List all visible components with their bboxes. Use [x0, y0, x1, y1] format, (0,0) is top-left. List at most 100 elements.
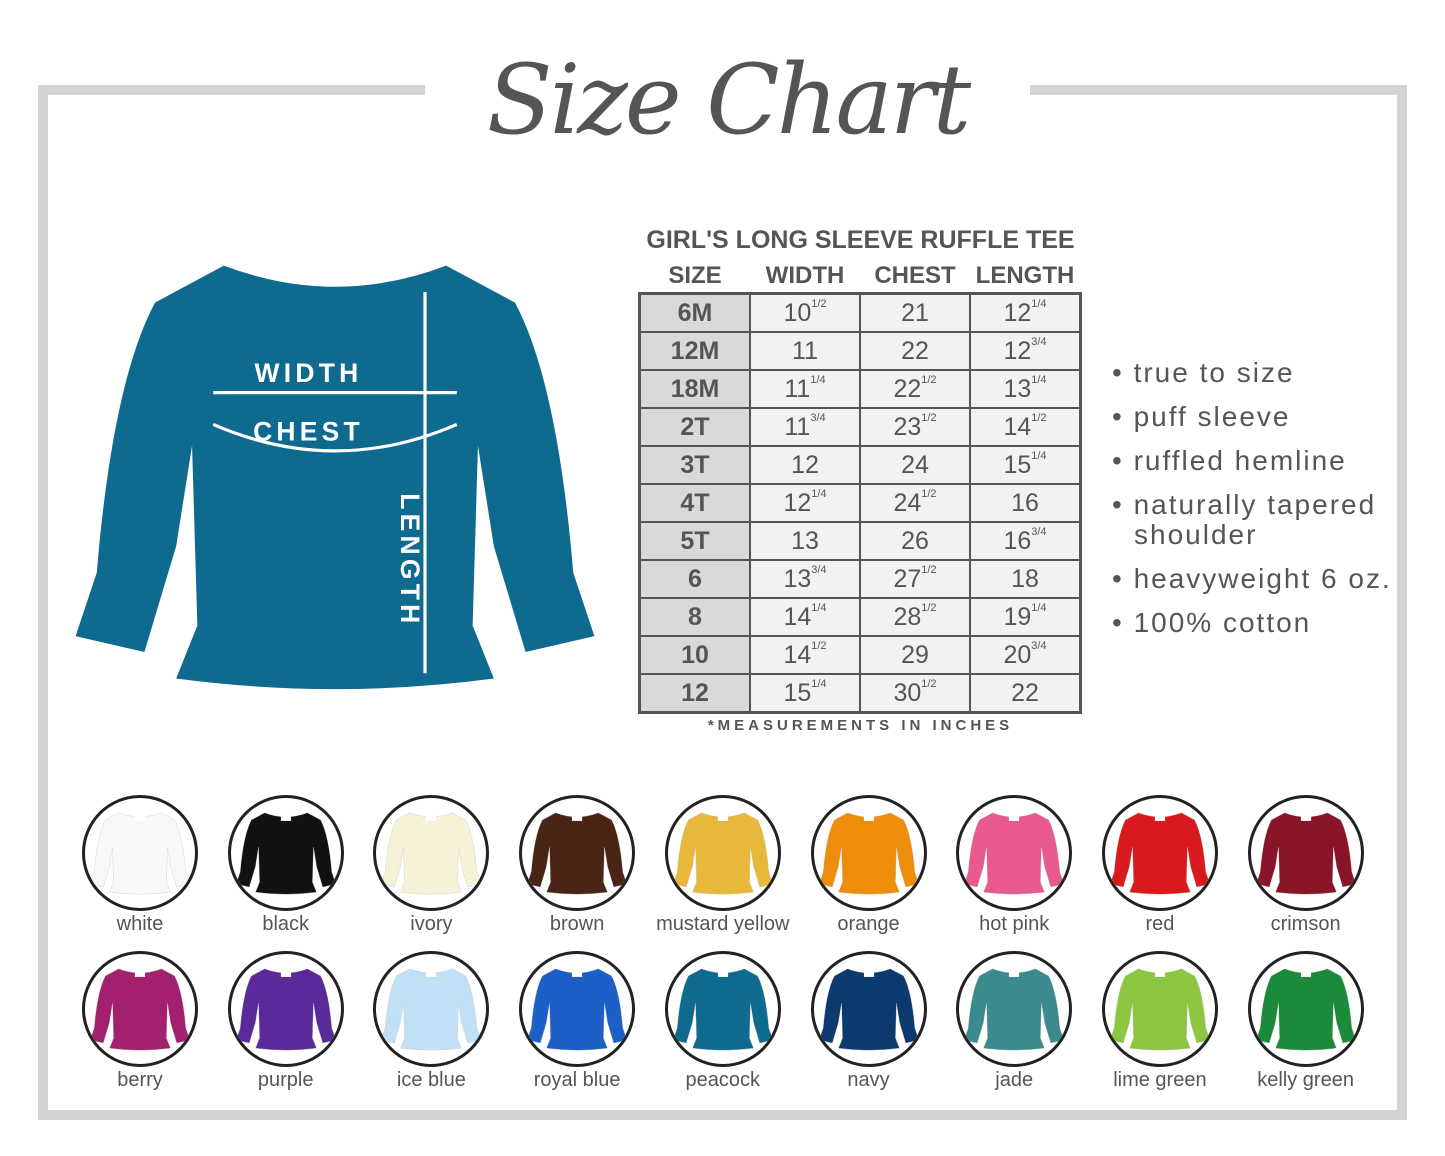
color-swatch-royal-blue[interactable]: royal blue [504, 951, 650, 1092]
shirt-icon [1109, 812, 1211, 895]
shirt-icon [89, 968, 191, 1051]
measurement-cell: 113/4 [751, 409, 859, 445]
shirt-icon [1255, 968, 1356, 1051]
size-cell: 6M [641, 295, 749, 331]
measurement-cell: 13 [751, 523, 859, 559]
swatch-label: crimson [1270, 913, 1341, 935]
measurement-cell: 221/2 [861, 371, 969, 407]
shirt-icon [381, 968, 482, 1051]
swatch-circle [373, 795, 490, 911]
shirt-icon [526, 968, 628, 1051]
swatch-label: navy [847, 1069, 890, 1091]
measurement-cell: 16 [971, 485, 1079, 521]
measurement-cell: 21 [861, 295, 969, 331]
swatch-circle [1247, 795, 1364, 911]
feature-item: • 100% cotton [1112, 607, 1312, 638]
shirt-icon [1255, 812, 1356, 895]
color-swatch-orange[interactable]: orange [796, 795, 942, 936]
color-swatch-purple[interactable]: purple [213, 951, 359, 1092]
color-swatch-kelly-green[interactable]: kelly green [1233, 951, 1379, 1092]
shirt-icon [381, 812, 482, 895]
swatch-label: ice blue [396, 1069, 466, 1091]
swatch-label: lime green [1113, 1069, 1207, 1091]
size-cell: 18M [641, 371, 749, 407]
measurement-cell: 24 [861, 447, 969, 483]
feature-item: • ruffled hemline [1112, 445, 1347, 476]
measurement-cell: 26 [861, 523, 969, 559]
measurement-cell: 271/2 [861, 561, 969, 597]
swatch-label: peacock [685, 1069, 761, 1091]
swatch-label: berry [117, 1069, 163, 1091]
measurement-cell: 301/2 [861, 675, 969, 711]
shirt-icon [1109, 968, 1211, 1051]
feature-item: • naturally tapered shoulder [1112, 489, 1377, 550]
shirt-icon [235, 968, 336, 1051]
swatch-circle [810, 795, 927, 911]
measurement-cell: 151/4 [971, 447, 1079, 483]
size-cell: 6 [641, 561, 749, 597]
swatch-label: ivory [410, 913, 453, 935]
color-swatch-hot-pink[interactable]: hot pink [941, 795, 1087, 936]
measurement-cell: 11 [751, 333, 859, 369]
size-cell: 5T [641, 523, 749, 559]
swatch-label: kelly green [1257, 1069, 1354, 1091]
measurement-cell: 131/4 [971, 371, 1079, 407]
size-cell: 3T [641, 447, 749, 483]
color-swatch-berry[interactable]: berry [67, 951, 213, 1092]
color-swatch-jade[interactable]: jade [941, 951, 1087, 1092]
measurement-cell: 18 [971, 561, 1079, 597]
swatch-circle [1101, 951, 1218, 1067]
color-swatch-mustard-yellow[interactable]: mustard yellow [650, 795, 796, 936]
measurement-cell: 163/4 [971, 523, 1079, 559]
table-header: SIZE WIDTH CHEST LENGTH [640, 262, 1080, 290]
shirt-shape [75, 265, 595, 690]
feature-item: • heavyweight 6 oz. [1112, 563, 1392, 594]
size-table: 6M 101/2 21 121/4 12M 11 22 123/4 18M 111/4 221/2 1… [638, 292, 1082, 714]
feature-list: • true to size • puff sleeve • ruffled h… [1112, 358, 1424, 652]
swatch-circle [664, 951, 781, 1067]
feature-item: • puff sleeve [1112, 401, 1291, 432]
color-swatch-ice-blue[interactable]: ice blue [358, 951, 504, 1092]
color-swatch-navy[interactable]: navy [796, 951, 942, 1092]
measurement-cell: 231/2 [861, 409, 969, 445]
shirt-icon [89, 812, 191, 895]
feature-item: • true to size [1112, 357, 1295, 388]
measurement-cell: 22 [861, 333, 969, 369]
shirt-icon [818, 968, 919, 1051]
color-swatch-black[interactable]: black [213, 795, 359, 936]
width-label: WIDTH [255, 358, 363, 388]
swatch-circle [664, 795, 781, 911]
measurement-cell: 123/4 [971, 333, 1079, 369]
measurement-cell: 241/2 [861, 485, 969, 521]
color-swatch-lime-green[interactable]: lime green [1087, 951, 1233, 1092]
swatch-circle [956, 795, 1073, 911]
measurement-cell: 141/4 [751, 599, 859, 635]
measurement-cell: 133/4 [751, 561, 859, 597]
measurement-cell: 281/2 [861, 599, 969, 635]
swatch-label: red [1145, 913, 1175, 935]
color-swatch-ivory[interactable]: ivory [358, 795, 504, 936]
swatch-label: black [262, 913, 310, 935]
chest-label: CHEST [253, 416, 364, 446]
color-swatch-white[interactable]: white [67, 795, 213, 936]
table-title: GIRL'S LONG SLEEVE RUFFLE TEE [646, 226, 1075, 254]
color-swatch-crimson[interactable]: crimson [1233, 795, 1379, 936]
swatch-circle [82, 795, 198, 911]
measurement-cell: 121/4 [971, 295, 1079, 331]
measurement-cell: 12 [751, 447, 859, 483]
size-cell: 12M [641, 333, 749, 369]
shirt-icon [526, 812, 628, 895]
measurement-cell: 121/4 [751, 485, 859, 521]
swatch-circle [810, 951, 927, 1067]
size-cell: 12 [641, 675, 749, 711]
measurement-cell: 141/2 [751, 637, 859, 673]
measurement-cell: 111/4 [751, 371, 859, 407]
swatch-circle [373, 951, 490, 1067]
color-swatch-peacock[interactable]: peacock [650, 951, 796, 1092]
length-label: LENGTH [395, 493, 425, 627]
color-swatch-brown[interactable]: brown [504, 795, 650, 936]
color-swatch-red[interactable]: red [1087, 795, 1233, 936]
swatch-circle [519, 795, 636, 911]
swatch-label: orange [837, 913, 900, 935]
